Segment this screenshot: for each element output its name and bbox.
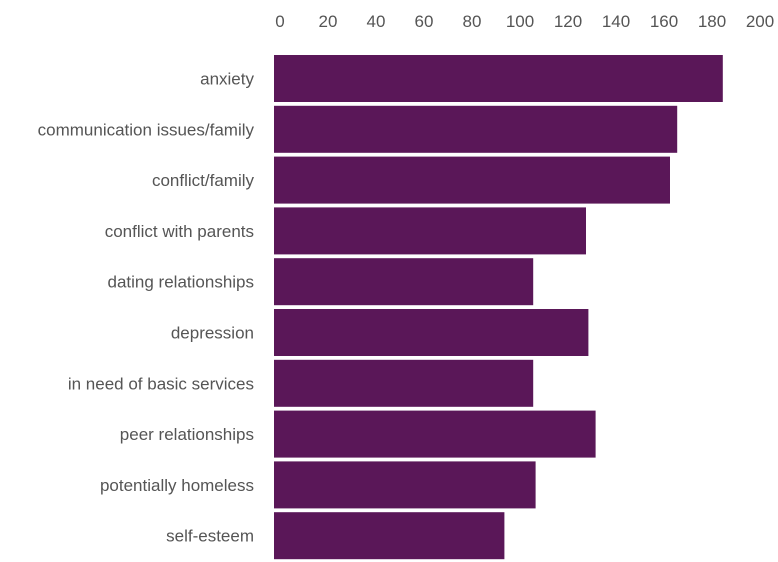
bar[interactable]	[274, 512, 505, 560]
category-label: conflict with parents	[105, 222, 254, 241]
bar[interactable]	[274, 359, 534, 407]
bar[interactable]	[274, 461, 536, 509]
category-label: in need of basic services	[68, 374, 254, 393]
x-tick-label: 120	[554, 12, 582, 31]
category-label: communication issues/family	[38, 120, 255, 139]
bar[interactable]	[274, 309, 589, 356]
category-label: anxiety	[200, 70, 254, 89]
x-tick-label: 80	[463, 12, 482, 31]
x-tick-label: 160	[650, 12, 678, 31]
x-axis-ticks: 0 20 40 60 80 100 120 140 160 180 200	[275, 12, 774, 31]
bar[interactable]	[274, 410, 596, 458]
category-label: depression	[171, 324, 254, 343]
x-tick-label: 0	[275, 12, 284, 31]
x-tick-label: 140	[602, 12, 630, 31]
category-label: dating relationships	[108, 273, 254, 292]
bar[interactable]	[274, 156, 670, 204]
x-tick-label: 200	[746, 12, 774, 31]
bars	[274, 55, 723, 560]
bar[interactable]	[274, 105, 678, 153]
x-tick-label: 20	[319, 12, 338, 31]
x-tick-label: 60	[415, 12, 434, 31]
category-label: potentially homeless	[100, 476, 254, 495]
category-label: conflict/family	[152, 171, 255, 190]
category-label: peer relationships	[120, 425, 254, 444]
bar[interactable]	[274, 258, 534, 306]
category-label: self-esteem	[166, 527, 254, 546]
x-tick-label: 180	[698, 12, 726, 31]
bar[interactable]	[274, 55, 723, 102]
x-tick-label: 100	[506, 12, 534, 31]
bar[interactable]	[274, 207, 586, 255]
category-labels: anxiety communication issues/family confli…	[38, 70, 255, 546]
x-tick-label: 40	[367, 12, 386, 31]
